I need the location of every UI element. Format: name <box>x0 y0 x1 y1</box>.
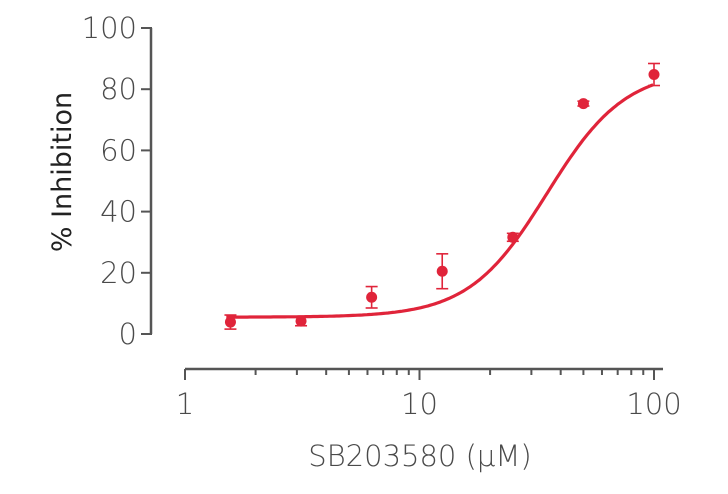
data-point <box>365 285 378 309</box>
fit-curve <box>226 83 654 319</box>
y-axis: 0 20 40 60 80 100 <box>82 11 153 351</box>
y-tick-label: 80 <box>100 72 137 106</box>
data-point <box>506 231 519 243</box>
y-tick-label: 20 <box>100 256 137 290</box>
y-tick-label: 0 <box>119 317 137 351</box>
y-tick-label: 100 <box>82 11 137 45</box>
data-point <box>648 62 660 87</box>
data-points <box>224 62 660 330</box>
x-tick-label: 1 <box>176 387 194 421</box>
x-axis: 1 10 100 <box>176 367 682 421</box>
y-axis-title: % Inhibition <box>47 92 78 252</box>
y-tick-label: 40 <box>100 195 137 229</box>
y-tick-label: 60 <box>100 133 137 167</box>
x-axis-title: SB203580 (µM) <box>308 439 531 473</box>
data-point <box>436 253 449 290</box>
data-point <box>577 98 590 110</box>
x-tick-label: 10 <box>401 387 438 421</box>
data-point <box>224 314 237 330</box>
x-tick-label: 100 <box>626 387 681 421</box>
data-point <box>295 315 308 327</box>
